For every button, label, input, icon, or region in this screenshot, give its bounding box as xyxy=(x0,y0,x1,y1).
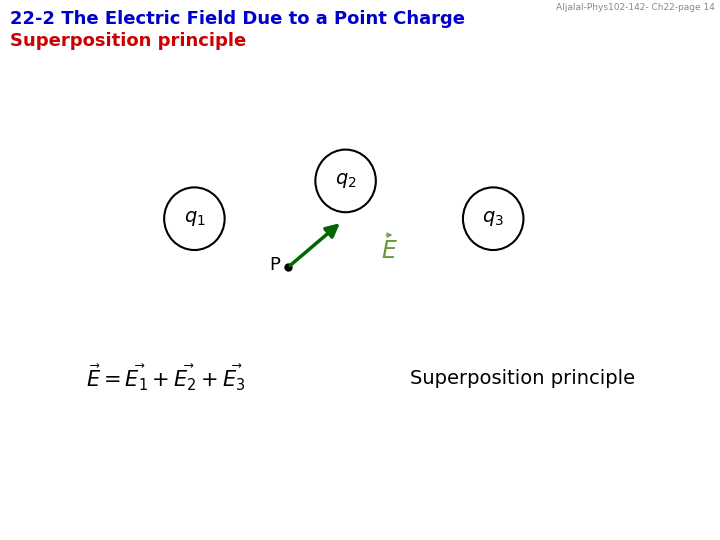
Text: $q_{1}$: $q_{1}$ xyxy=(184,209,205,228)
Text: Superposition principle: Superposition principle xyxy=(10,32,246,50)
Text: $\vec{E} = \vec{E_1} + \vec{E_2} + \vec{E_3}$: $\vec{E} = \vec{E_1} + \vec{E_2} + \vec{… xyxy=(86,363,246,393)
Text: 22-2 The Electric Field Due to a Point Charge: 22-2 The Electric Field Due to a Point C… xyxy=(10,10,465,28)
Text: $E$: $E$ xyxy=(381,239,397,263)
Text: Aljalal-Phys102-142- Ch22-page 14: Aljalal-Phys102-142- Ch22-page 14 xyxy=(556,3,715,12)
Text: Superposition principle: Superposition principle xyxy=(410,368,636,388)
Text: $q_{3}$: $q_{3}$ xyxy=(482,209,504,228)
Text: $q_{2}$: $q_{2}$ xyxy=(335,171,356,191)
Text: P: P xyxy=(269,256,280,274)
